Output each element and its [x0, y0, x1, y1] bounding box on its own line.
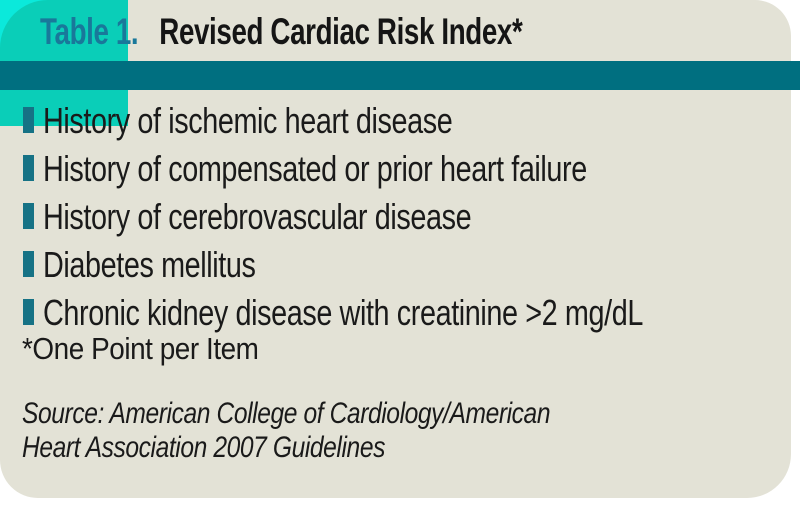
list-item: Chronic kidney disease with creatinine >… [0, 289, 791, 337]
source-line-1: Source: American College of Cardiology/A… [22, 397, 551, 430]
table-number-label: Table 1. [40, 11, 139, 52]
list-item: History of ischemic heart disease [0, 97, 791, 145]
risk-factor-list: History of ischemic heart disease Histor… [0, 97, 791, 337]
table-title: Table 1. Revised Cardiac Risk Index* [40, 11, 523, 52]
source-note: Source: American College of Cardiology/A… [22, 397, 551, 465]
footnote: *One Point per Item [22, 331, 259, 366]
list-item: History of cerebrovascular disease [0, 193, 791, 241]
list-item: Diabetes mellitus [0, 241, 791, 289]
bullet-square-icon [23, 155, 34, 181]
list-item-text: Chronic kidney disease with creatinine >… [43, 292, 643, 333]
bullet-square-icon [23, 299, 34, 325]
table-title-text: Revised Cardiac Risk Index* [159, 11, 523, 52]
bullet-square-icon [23, 107, 34, 133]
bullet-square-icon [23, 203, 34, 229]
title-divider-bar [0, 61, 800, 90]
list-item-text: History of cerebrovascular disease [43, 196, 472, 237]
list-item-text: History of compensated or prior heart fa… [43, 148, 587, 189]
list-item-text: History of ischemic heart disease [43, 100, 453, 141]
bullet-square-icon [23, 251, 34, 277]
list-item: History of compensated or prior heart fa… [0, 145, 791, 193]
source-line-2: Heart Association 2007 Guidelines [22, 431, 385, 464]
list-item-text: Diabetes mellitus [43, 244, 256, 285]
